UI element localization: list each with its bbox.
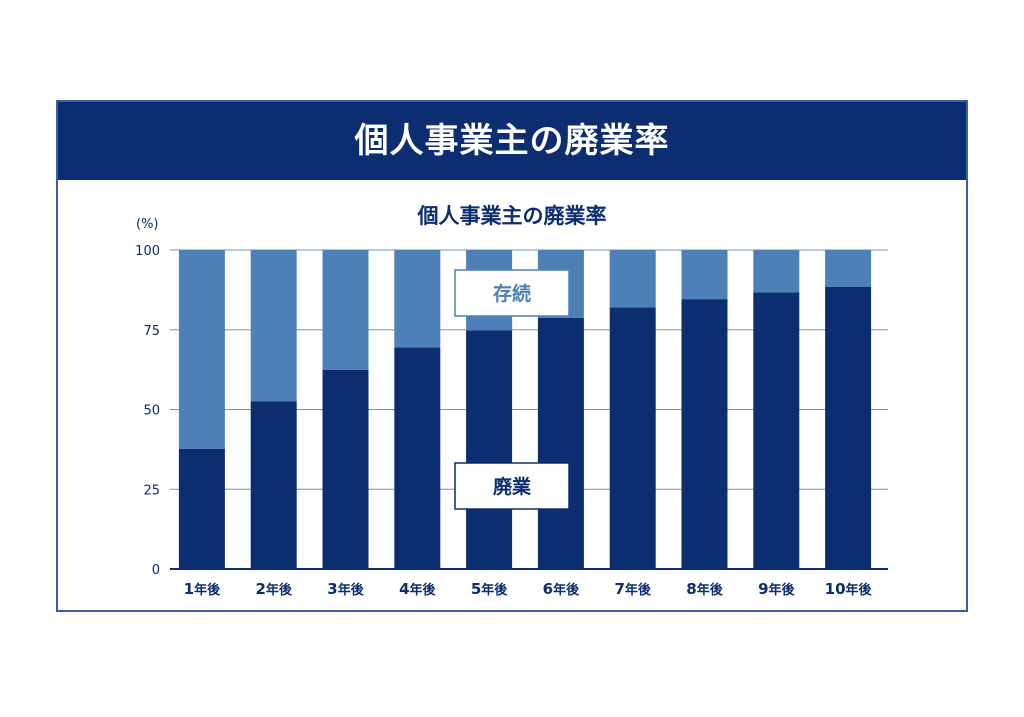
- bar-closed-1: [178, 448, 225, 569]
- bar-continuing-3: [322, 250, 369, 370]
- x-tick-label: 8年後: [686, 580, 723, 598]
- y-tick-label: 100: [135, 244, 160, 259]
- bar-closed-9: [753, 292, 800, 569]
- x-tick-label: 3年後: [327, 580, 364, 598]
- y-axis-unit: (%): [136, 217, 159, 232]
- bar-closed-10: [825, 287, 872, 569]
- bar-continuing-4: [394, 250, 441, 348]
- x-tick-label: 10年後: [825, 580, 873, 598]
- bar-closed-3: [322, 369, 369, 569]
- banner-title: 個人事業主の廃業率: [58, 102, 966, 180]
- bar-continuing-9: [753, 250, 800, 293]
- callout-label: 廃業: [493, 475, 532, 498]
- callout-box: [454, 269, 570, 317]
- callout-label: 存続: [493, 282, 531, 305]
- bar-closed-6: [537, 317, 584, 569]
- bar-continuing-1: [178, 250, 225, 449]
- callout-box: [454, 462, 570, 510]
- bar-closed-2: [250, 401, 297, 569]
- y-tick-label: 25: [143, 483, 160, 498]
- bar-closed-7: [609, 307, 656, 569]
- bar-continuing-10: [825, 250, 872, 288]
- x-tick-label: 1年後: [184, 580, 221, 598]
- x-tick-label: 9年後: [758, 580, 795, 598]
- y-tick-label: 50: [143, 404, 160, 419]
- bar-continuing-8: [681, 250, 728, 300]
- chart-title: 個人事業主の廃業率: [417, 204, 607, 228]
- x-tick-label: 7年後: [614, 580, 651, 598]
- y-tick-label: 0: [152, 563, 160, 578]
- bar-closed-5: [466, 330, 513, 569]
- bar-continuing-7: [609, 250, 656, 308]
- x-tick-label: 6年後: [543, 580, 580, 598]
- x-tick-label: 2年後: [255, 580, 292, 598]
- bar-closed-4: [394, 347, 441, 569]
- bar-continuing-2: [250, 250, 297, 402]
- y-tick-label: 75: [143, 324, 160, 339]
- x-tick-label: 5年後: [471, 580, 508, 598]
- bar-closed-8: [681, 299, 728, 569]
- x-tick-label: 4年後: [399, 580, 436, 598]
